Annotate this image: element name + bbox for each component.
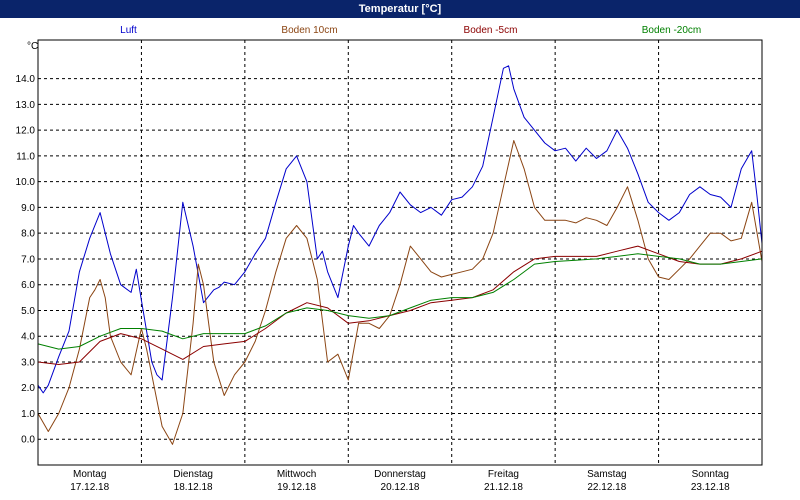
x-tick-date: 17.12.18 bbox=[70, 482, 109, 493]
series-line bbox=[37, 140, 763, 445]
x-tick-date: 19.12.18 bbox=[277, 482, 316, 493]
y-tick-label: 7.0 bbox=[21, 254, 35, 265]
x-tick-day: Montag bbox=[73, 469, 106, 480]
x-tick-day: Sonntag bbox=[692, 469, 729, 480]
y-tick-label: 4.0 bbox=[21, 332, 35, 343]
y-tick-label: 11.0 bbox=[16, 151, 35, 162]
x-tick-day: Dienstag bbox=[173, 469, 212, 480]
y-tick-label: 5.0 bbox=[21, 306, 35, 317]
x-tick-date: 20.12.18 bbox=[381, 482, 420, 493]
x-tick-date: 23.12.18 bbox=[691, 482, 730, 493]
grid bbox=[38, 40, 762, 465]
series-line bbox=[37, 245, 763, 365]
series-line bbox=[37, 65, 763, 394]
y-axis-label: °C bbox=[27, 41, 38, 52]
y-tick-label: 8.0 bbox=[21, 229, 35, 240]
legend-entry: Luft bbox=[120, 25, 137, 36]
series-line bbox=[37, 253, 763, 350]
y-tick-label: 2.0 bbox=[21, 383, 35, 394]
x-tick-date: 18.12.18 bbox=[174, 482, 213, 493]
y-tick-label: 9.0 bbox=[21, 203, 35, 214]
y-tick-label: 12.0 bbox=[16, 126, 36, 137]
plot-frame bbox=[37, 39, 763, 466]
x-tick-day: Samstag bbox=[587, 469, 626, 480]
y-tick-label: 14.0 bbox=[16, 74, 36, 85]
temperature-chart: 0.0 1.0 2.0 3.0 4.0 5.0 6.0 7.0 8.0 9.0 10.0 11.0 12… bbox=[0, 18, 800, 500]
series-group bbox=[37, 65, 763, 445]
legend-entry: Boden -20cm bbox=[642, 25, 701, 36]
window-title: Temperatur [°C] bbox=[0, 0, 800, 18]
legend: Luft Boden 10cm Boden -5cm Boden -20cm bbox=[120, 25, 701, 36]
x-tick-day: Freitag bbox=[488, 469, 519, 480]
legend-entry: Boden -5cm bbox=[464, 25, 518, 36]
y-tick-label: 10.0 bbox=[16, 177, 36, 188]
y-tick-label: 6.0 bbox=[21, 280, 35, 291]
tick-labels: 0.0 1.0 2.0 3.0 4.0 5.0 6.0 7.0 8.0 9.0 10.0 11.0 12… bbox=[16, 74, 731, 493]
y-tick-label: 0.0 bbox=[21, 435, 35, 446]
x-tick-date: 22.12.18 bbox=[587, 482, 626, 493]
y-tick-label: 1.0 bbox=[21, 409, 35, 420]
y-tick-label: 3.0 bbox=[21, 357, 35, 368]
x-tick-day: Mittwoch bbox=[277, 469, 316, 480]
x-tick-date: 21.12.18 bbox=[484, 482, 523, 493]
legend-entry: Boden 10cm bbox=[281, 25, 337, 36]
x-tick-day: Donnerstag bbox=[374, 469, 426, 480]
y-tick-label: 13.0 bbox=[16, 100, 36, 111]
